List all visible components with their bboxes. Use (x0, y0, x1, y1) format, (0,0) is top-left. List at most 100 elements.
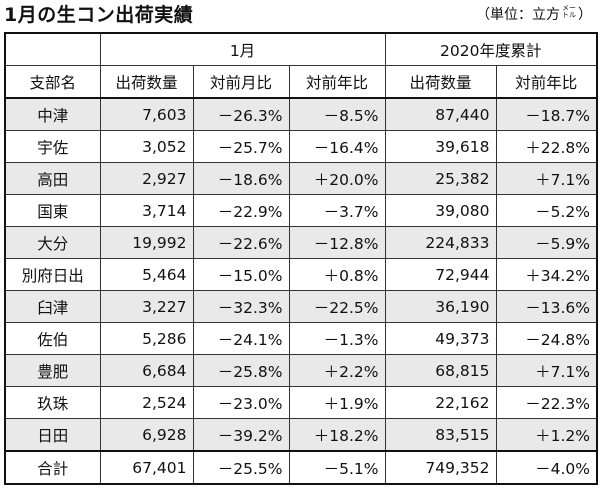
table-row: 中津 7,603 －26.3% －8.5% 87,440 －18.7% (4, 97, 598, 131)
branch-name: 中津 (4, 97, 101, 131)
month-volume: 19,992 (99, 226, 194, 259)
cum-volume: 83,515 (384, 418, 497, 452)
month-mom: －24.1% (192, 322, 290, 355)
total-cum-volume: 749,352 (384, 450, 497, 485)
month-mom: －15.0% (192, 258, 290, 291)
cum-volume: 22,162 (384, 386, 497, 419)
header-row-columns: 支部名 出荷数量 対前月比 対前年比 出荷数量 対前年比 (4, 65, 598, 99)
cum-volume: 68,815 (384, 354, 497, 387)
branch-name: 別府日出 (4, 258, 101, 291)
branch-name: 日田 (4, 418, 101, 452)
branch-name: 宇佐 (4, 130, 101, 163)
total-month-mom: －25.5% (192, 450, 290, 485)
table-row: 玖珠 2,524 －23.0% ＋1.9% 22,162 －22.3% (4, 386, 598, 419)
month-yoy: ＋0.8% (288, 258, 386, 291)
month-volume: 3,052 (99, 130, 194, 163)
month-volume: 2,927 (99, 162, 194, 195)
cum-volume: 25,382 (384, 162, 497, 195)
header-empty-cell (4, 32, 101, 66)
month-mom: －18.6% (192, 162, 290, 195)
cum-volume: 224,833 (384, 226, 497, 259)
month-volume: 2,524 (99, 386, 194, 419)
cum-yoy: ＋7.1% (495, 162, 598, 195)
month-volume: 6,928 (99, 418, 194, 452)
branch-name: 佐伯 (4, 322, 101, 355)
unit-label: （単位：立方 メートル） (476, 5, 592, 25)
cum-yoy: －5.9% (495, 226, 598, 259)
unit-label-text: （単位：立方 (476, 7, 560, 23)
cum-yoy: ＋34.2% (495, 258, 598, 291)
table-row: 佐伯 5,286 －24.1% －1.3% 49,373 －24.8% (4, 322, 598, 355)
cum-volume: 39,080 (384, 194, 497, 227)
month-mom: －25.7% (192, 130, 290, 163)
month-mom: －39.2% (192, 418, 290, 452)
month-yoy: ＋20.0% (288, 162, 386, 195)
total-cum-yoy: －4.0% (495, 450, 598, 485)
cum-yoy: －5.2% (495, 194, 598, 227)
branch-name: 大分 (4, 226, 101, 259)
table-row: 臼津 3,227 －32.3% －22.5% 36,190 －13.6% (4, 290, 598, 323)
header-branch: 支部名 (4, 65, 101, 99)
branch-name: 豊肥 (4, 354, 101, 387)
table-row: 宇佐 3,052 －25.7% －16.4% 39,618 ＋22.8% (4, 130, 598, 163)
header-cum-volume: 出荷数量 (384, 65, 497, 99)
month-mom: －23.0% (192, 386, 290, 419)
header-month-mom: 対前月比 (192, 65, 290, 99)
total-label: 合計 (4, 450, 101, 485)
cum-volume: 36,190 (384, 290, 497, 323)
header-month-volume: 出荷数量 (99, 65, 194, 99)
table-row: 国東 3,714 －22.9% －3.7% 39,080 －5.2% (4, 194, 598, 227)
unit-close-text: ） (578, 7, 592, 23)
cum-volume: 39,618 (384, 130, 497, 163)
month-yoy: －3.7% (288, 194, 386, 227)
month-mom: －25.8% (192, 354, 290, 387)
total-month-volume: 67,401 (99, 450, 194, 485)
branch-name: 高田 (4, 162, 101, 195)
month-yoy: －12.8% (288, 226, 386, 259)
table-row: 日田 6,928 －39.2% ＋18.2% 83,515 ＋1.2% (4, 418, 598, 452)
month-yoy: ＋18.2% (288, 418, 386, 452)
branch-name: 玖珠 (4, 386, 101, 419)
month-volume: 3,227 (99, 290, 194, 323)
month-mom: －22.6% (192, 226, 290, 259)
month-volume: 5,464 (99, 258, 194, 291)
branch-name: 国東 (4, 194, 101, 227)
table-row: 大分 19,992 －22.6% －12.8% 224,833 －5.9% (4, 226, 598, 259)
month-mom: －26.3% (192, 97, 290, 131)
table-row: 豊肥 6,684 －25.8% ＋2.2% 68,815 ＋7.1% (4, 354, 598, 387)
page-title: 1月の生コン出荷実績 (4, 4, 194, 26)
total-row: 合計 67,401 －25.5% －5.1% 749,352 －4.0% (4, 450, 598, 485)
month-yoy: ＋1.9% (288, 386, 386, 419)
cum-yoy: －18.7% (495, 97, 598, 131)
branch-name: 臼津 (4, 290, 101, 323)
total-month-yoy: －5.1% (288, 450, 386, 485)
shipment-table: 1月 2020年度累計 支部名 出荷数量 対前月比 対前年比 出荷数量 対前年比… (4, 32, 599, 485)
header-group-month: 1月 (99, 32, 386, 66)
cum-volume: 49,373 (384, 322, 497, 355)
header-row-groups: 1月 2020年度累計 (4, 32, 598, 66)
month-yoy: ＋2.2% (288, 354, 386, 387)
table-row: 別府日出 5,464 －15.0% ＋0.8% 72,944 ＋34.2% (4, 258, 598, 291)
month-volume: 5,286 (99, 322, 194, 355)
cum-yoy: ＋7.1% (495, 354, 598, 387)
month-mom: －22.9% (192, 194, 290, 227)
month-mom: －32.3% (192, 290, 290, 323)
cum-yoy: －22.3% (495, 386, 598, 419)
month-volume: 3,714 (99, 194, 194, 227)
cum-yoy: ＋1.2% (495, 418, 598, 452)
unit-small-text: メートル (562, 4, 576, 19)
cum-yoy: －24.8% (495, 322, 598, 355)
month-yoy: －16.4% (288, 130, 386, 163)
cum-volume: 72,944 (384, 258, 497, 291)
header-month-yoy: 対前年比 (288, 65, 386, 99)
cum-yoy: ＋22.8% (495, 130, 598, 163)
month-volume: 7,603 (99, 97, 194, 131)
cum-volume: 87,440 (384, 97, 497, 131)
cum-yoy: －13.6% (495, 290, 598, 323)
table-row: 高田 2,927 －18.6% ＋20.0% 25,382 ＋7.1% (4, 162, 598, 195)
header-group-cumulative: 2020年度累計 (384, 32, 598, 66)
header-cum-yoy: 対前年比 (495, 65, 598, 99)
month-yoy: －8.5% (288, 97, 386, 131)
month-yoy: －1.3% (288, 322, 386, 355)
month-volume: 6,684 (99, 354, 194, 387)
